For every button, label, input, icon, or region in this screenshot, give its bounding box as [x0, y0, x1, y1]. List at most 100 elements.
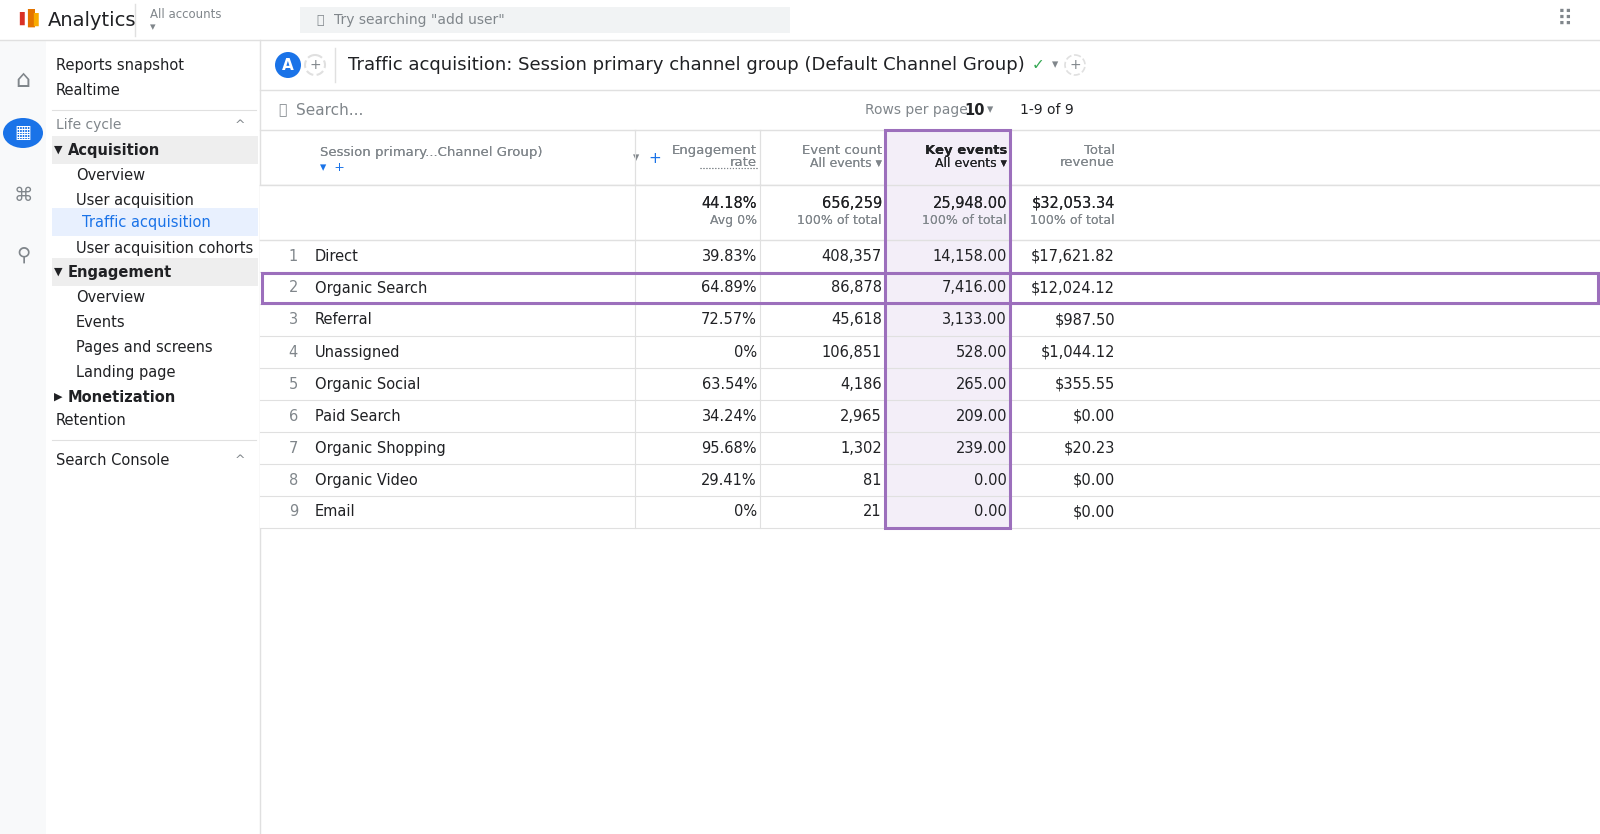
Bar	[1010, 336, 1600, 368]
Text: ⌂: ⌂	[16, 68, 30, 92]
Text: ▼: ▼	[54, 267, 62, 277]
Bar	[259, 336, 885, 368]
Text: $0.00: $0.00	[1072, 409, 1115, 424]
Text: Organic Search: Organic Search	[315, 280, 427, 295]
Bar	[1010, 432, 1600, 464]
Text: ▾: ▾	[150, 22, 155, 32]
Bar	[885, 130, 1010, 528]
Text: 1-9 of 9: 1-9 of 9	[1021, 103, 1074, 117]
Text: User acquisition cohorts: User acquisition cohorts	[77, 240, 253, 255]
Bar	[259, 240, 885, 272]
Bar	[259, 272, 885, 304]
Text: ▾: ▾	[634, 152, 640, 164]
Text: 528.00: 528.00	[955, 344, 1006, 359]
Bar	[259, 368, 885, 400]
Text: All events ▾: All events ▾	[934, 157, 1006, 169]
Text: Life cycle: Life cycle	[56, 118, 122, 132]
Text: 4: 4	[288, 344, 298, 359]
Text: Try searching "add user": Try searching "add user"	[334, 13, 504, 27]
Text: 7: 7	[288, 440, 298, 455]
Text: 45,618: 45,618	[830, 313, 882, 328]
Text: 39.83%: 39.83%	[702, 249, 757, 264]
Text: A: A	[282, 58, 294, 73]
Bar	[885, 432, 1010, 464]
Text: 1,302: 1,302	[840, 440, 882, 455]
Text: ▾  +: ▾ +	[320, 160, 346, 173]
Text: ⠿: ⠿	[1557, 10, 1573, 30]
Text: 8: 8	[288, 473, 298, 488]
Text: $32,053.34: $32,053.34	[1032, 195, 1115, 210]
Text: ▾: ▾	[1051, 58, 1058, 72]
Text: 25,948.00: 25,948.00	[933, 195, 1006, 210]
Bar	[259, 185, 1600, 240]
Text: 7,416.00: 7,416.00	[942, 280, 1006, 295]
Text: 3,133.00: 3,133.00	[942, 313, 1006, 328]
Text: ▶: ▶	[54, 392, 62, 402]
Text: Paid Search: Paid Search	[315, 409, 400, 424]
Text: rate: rate	[730, 155, 757, 168]
Text: 25,948.00: 25,948.00	[933, 195, 1006, 210]
Text: 14,158.00: 14,158.00	[933, 249, 1006, 264]
Text: ^: ^	[235, 118, 245, 132]
Bar	[262, 273, 1598, 303]
Bar	[1010, 240, 1600, 272]
Text: Session primary...Channel Group): Session primary...Channel Group)	[320, 145, 542, 158]
Text: ▐: ▐	[14, 12, 24, 25]
Text: 0%: 0%	[734, 505, 757, 520]
Text: 🔍: 🔍	[317, 13, 323, 27]
Text: Realtime: Realtime	[56, 83, 120, 98]
Text: 106,851: 106,851	[822, 344, 882, 359]
Bar	[51, 136, 258, 164]
Text: ▐: ▐	[29, 13, 38, 26]
Text: 64.89%: 64.89%	[701, 280, 757, 295]
Text: Retention: Retention	[56, 413, 126, 428]
Text: 44.18%: 44.18%	[701, 195, 757, 210]
Bar	[885, 336, 1010, 368]
Text: Organic Video: Organic Video	[315, 473, 418, 488]
Bar	[1010, 400, 1600, 432]
Bar	[885, 464, 1010, 496]
Text: 100% of total: 100% of total	[922, 214, 1006, 227]
Text: Key events: Key events	[925, 143, 1006, 157]
Text: All events ▾: All events ▾	[810, 157, 882, 169]
Text: 239.00: 239.00	[955, 440, 1006, 455]
Text: Engagement: Engagement	[672, 143, 757, 157]
Text: 5: 5	[288, 376, 298, 391]
Text: rate: rate	[730, 155, 757, 168]
Text: Acquisition: Acquisition	[67, 143, 160, 158]
Text: +: +	[648, 150, 661, 165]
Text: Overview: Overview	[77, 168, 146, 183]
Text: User acquisition: User acquisition	[77, 193, 194, 208]
Text: 9: 9	[288, 505, 298, 520]
Bar	[51, 208, 258, 236]
Text: Landing page: Landing page	[77, 364, 176, 379]
Bar	[301, 7, 790, 33]
Text: Total: Total	[1083, 143, 1115, 157]
Bar	[1010, 272, 1600, 304]
Text: 0.00: 0.00	[974, 505, 1006, 520]
Text: ▼: ▼	[54, 145, 62, 155]
Bar	[0, 0, 1600, 40]
Bar	[0, 40, 46, 834]
Text: 63.54%: 63.54%	[702, 376, 757, 391]
Text: ✓: ✓	[1032, 58, 1045, 73]
Text: Organic Shopping: Organic Shopping	[315, 440, 446, 455]
Text: 🔍: 🔍	[278, 103, 286, 117]
Text: 6: 6	[288, 409, 298, 424]
Circle shape	[275, 52, 301, 78]
Text: Reports snapshot: Reports snapshot	[56, 58, 184, 73]
Text: $987.50: $987.50	[1054, 313, 1115, 328]
Text: Rows per page:: Rows per page:	[866, 103, 973, 117]
Text: Events: Events	[77, 314, 126, 329]
Text: All accounts: All accounts	[150, 8, 221, 21]
Text: Key events: Key events	[925, 143, 1006, 157]
Text: All events ▾: All events ▾	[934, 157, 1006, 169]
Bar	[1010, 304, 1600, 336]
Text: 44.18%: 44.18%	[701, 195, 757, 210]
Text: Total: Total	[1083, 143, 1115, 157]
Text: Unassigned: Unassigned	[315, 344, 400, 359]
Text: Search Console: Search Console	[56, 453, 170, 468]
Text: Avg 0%: Avg 0%	[710, 214, 757, 227]
Bar	[0, 40, 259, 834]
Text: Traffic acquisition: Traffic acquisition	[82, 214, 211, 229]
